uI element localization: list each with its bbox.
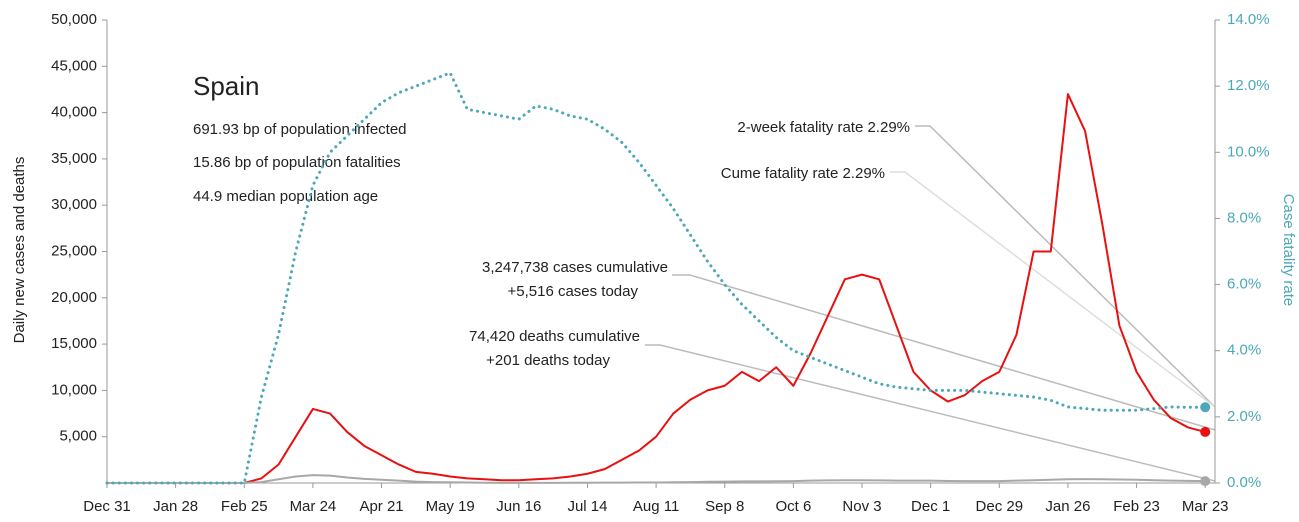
- y2-tick-label: 4.0%: [1227, 342, 1261, 359]
- y-tick-label: 45,000: [51, 57, 97, 74]
- series-line: [106, 93, 1207, 484]
- y-axis-label: Daily new cases and deaths: [11, 157, 28, 344]
- x-tick-label: Jun 16: [496, 498, 541, 515]
- leader-line: [645, 344, 1216, 482]
- y2-tick-label: 12.0%: [1227, 77, 1270, 94]
- subtitle: 691.93 bp of population infected: [193, 121, 407, 138]
- y-tick-label: 40,000: [51, 104, 97, 121]
- y2-tick-label: 8.0%: [1227, 209, 1261, 226]
- y-tick-label: 5,000: [59, 428, 97, 445]
- chart-title: Spain: [193, 71, 260, 101]
- end-marker: [1200, 426, 1211, 437]
- y2-tick-label: 2.0%: [1227, 408, 1261, 425]
- annotation: 3,247,738 cases cumulative: [482, 259, 668, 276]
- x-tick-label: Dec 29: [976, 498, 1024, 515]
- y-tick-label: 35,000: [51, 150, 97, 167]
- end-marker: [1200, 476, 1211, 487]
- x-tick-label: Mar 24: [290, 498, 337, 515]
- x-tick-label: Jul 14: [567, 498, 607, 515]
- x-tick-label: May 19: [426, 498, 475, 515]
- y2-tick-label: 6.0%: [1227, 276, 1261, 293]
- x-tick-label: Apr 21: [359, 498, 403, 515]
- y2-tick-label: 10.0%: [1227, 143, 1270, 160]
- leader-line: [890, 171, 1216, 408]
- annotation: 2-week fatality rate 2.29%: [737, 119, 910, 136]
- x-tick-label: Nov 3: [842, 498, 881, 515]
- x-tick-label: Aug 11: [633, 498, 679, 515]
- y-tick-label: 10,000: [51, 381, 97, 398]
- x-tick-label: Sep 8: [705, 498, 744, 515]
- y-tick-label: 15,000: [51, 335, 97, 352]
- x-tick-label: Jan 26: [1045, 498, 1090, 515]
- annotation: +5,516 cases today: [507, 283, 638, 300]
- y-tick-label: 30,000: [51, 196, 97, 213]
- end-marker: [1200, 402, 1211, 413]
- y2-tick-label: 14.0%: [1227, 11, 1270, 28]
- y-tick-label: 25,000: [51, 242, 97, 259]
- x-tick-label: Jan 28: [153, 498, 198, 515]
- y-tick-label: 50,000: [51, 11, 97, 28]
- leader-line: [915, 125, 1216, 408]
- annotation: 74,420 deaths cumulative: [469, 328, 640, 345]
- subtitle: 44.9 median population age: [193, 188, 378, 205]
- annotation: Cume fatality rate 2.29%: [721, 165, 885, 182]
- x-tick-label: Dec 31: [83, 498, 131, 515]
- x-tick-label: Mar 23: [1182, 498, 1229, 515]
- series-line: [106, 474, 1207, 484]
- y2-tick-label: 0.0%: [1227, 474, 1261, 491]
- leader-line: [672, 274, 1216, 431]
- annotation: +201 deaths today: [486, 352, 610, 369]
- x-tick-label: Oct 6: [775, 498, 811, 515]
- series-line: [105, 71, 1207, 485]
- y2-axis-label: Case fatality rate: [1280, 194, 1297, 307]
- subtitle: 15.86 bp of population fatalities: [193, 154, 401, 171]
- y-tick-label: 20,000: [51, 289, 97, 306]
- x-tick-label: Feb 25: [221, 498, 268, 515]
- x-tick-label: Dec 1: [911, 498, 950, 515]
- x-tick-label: Feb 23: [1113, 498, 1160, 515]
